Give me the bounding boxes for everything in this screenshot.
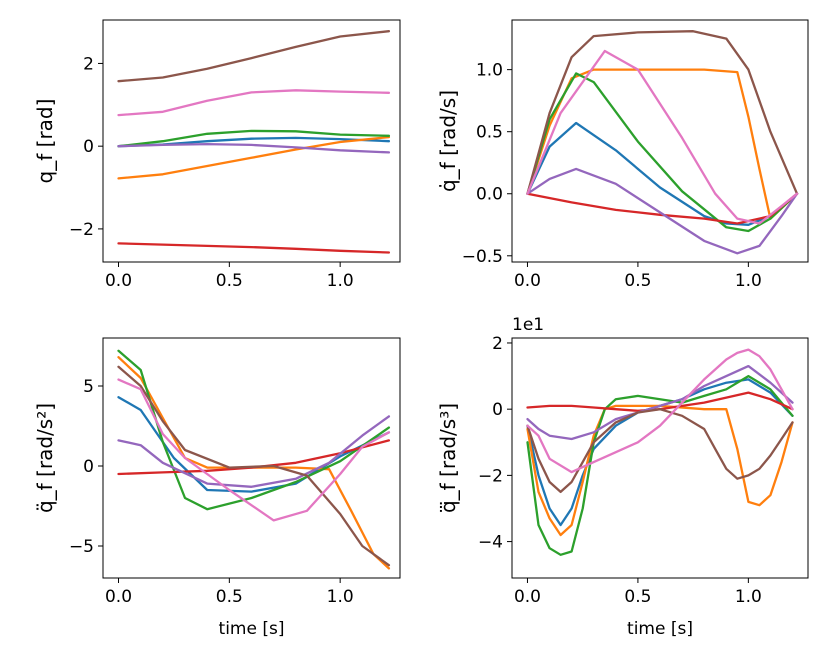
x-axis-label: time [s] [219, 619, 285, 639]
y-tick-label: 2 [83, 54, 94, 74]
series-line-joint-3 [526, 72, 799, 233]
y-tick-label: 5 [83, 377, 94, 397]
series-line-joint-2 [526, 404, 794, 537]
y-tick-label: −4 [478, 533, 503, 553]
y-tick-label: 2 [492, 334, 503, 354]
x-tick-label: 1.0 [735, 587, 762, 607]
x-axis-label: time [s] [627, 619, 693, 639]
axes-frame [102, 19, 401, 263]
series-line-joint-4 [117, 242, 391, 254]
x-tick-label: 0.0 [105, 587, 132, 607]
series-line-joint-5 [117, 415, 391, 488]
series-group [117, 30, 391, 254]
series-line-joint-6 [526, 30, 799, 195]
x-tick-label: 0.5 [216, 587, 243, 607]
series-group [117, 349, 391, 570]
series-line-joint-3 [526, 374, 794, 556]
y-axis-label: q̇_f [rad/s] [436, 90, 460, 192]
series-line-joint-6 [526, 408, 794, 494]
x-tick-label: 1.0 [327, 271, 354, 291]
y-tick-label: 0.0 [476, 185, 503, 205]
y-axis-label: q̈_f [rad/s²] [33, 403, 57, 513]
y-tick-label: 0.5 [476, 123, 503, 143]
x-tick-label: 1.0 [735, 271, 762, 291]
x-tick-label: 0.0 [105, 271, 132, 291]
axis-offset-text: 1e1 [512, 315, 544, 335]
series-line-joint-7 [117, 378, 391, 522]
x-tick-label: 0.5 [624, 587, 651, 607]
series-line-joint-1 [526, 378, 794, 527]
subplot-3: 0.0 0.5 1.0 5 0 −5 q̈_f [rad/s²] time [s] [33, 337, 401, 639]
series-line-joint-5 [526, 167, 799, 255]
x-tick-label: 0.5 [624, 271, 651, 291]
series-line-joint-7 [117, 89, 391, 117]
y-tick-label: 0 [492, 400, 503, 420]
x-tick-label: 0.5 [216, 271, 243, 291]
x-tick-label: 1.0 [327, 587, 354, 607]
series-line-joint-1 [526, 121, 799, 226]
series-line-joint-3 [117, 129, 391, 148]
series-line-joint-7 [526, 348, 794, 474]
subplot-1: 0.0 0.5 1.0 2 0 −2 q_f [rad] [33, 19, 401, 291]
y-tick-label: 1.0 [476, 61, 503, 81]
x-tick-label: 0.0 [514, 587, 541, 607]
y-tick-label: −0.5 [462, 247, 503, 267]
axes-frame [511, 19, 809, 263]
series-group [526, 30, 799, 255]
series-line-joint-5 [526, 364, 794, 441]
y-tick-label: −2 [478, 466, 503, 486]
series-line-joint-5 [117, 142, 391, 154]
y-tick-label: 0 [83, 457, 94, 477]
series-line-joint-4 [117, 439, 391, 476]
series-group [526, 348, 794, 556]
series-line-joint-2 [117, 135, 391, 180]
series-line-joint-7 [526, 49, 799, 225]
y-axis-label: q_f [rad] [33, 99, 57, 184]
axes-frame [511, 337, 809, 579]
series-line-joint-3 [117, 349, 391, 511]
series-line-joint-4 [526, 192, 799, 225]
y-tick-label: −2 [69, 220, 94, 240]
y-tick-label: 0 [83, 137, 94, 157]
subplot-2: 0.0 0.5 1.0 1.0 0.5 0.0 −0.5 q̇_f [rad/s] [436, 19, 809, 291]
y-tick-label: −5 [69, 537, 94, 557]
x-tick-label: 0.0 [514, 271, 541, 291]
series-line-joint-6 [117, 365, 391, 567]
axes-frame [102, 337, 401, 579]
series-line-joint-6 [117, 30, 391, 83]
subplot-4: 0.0 0.5 1.0 2 0 −2 −4 q⃛_f [rad/s³] time [s] 1e1 [436, 315, 809, 639]
y-axis-label: q⃛_f [rad/s³] [436, 403, 460, 513]
